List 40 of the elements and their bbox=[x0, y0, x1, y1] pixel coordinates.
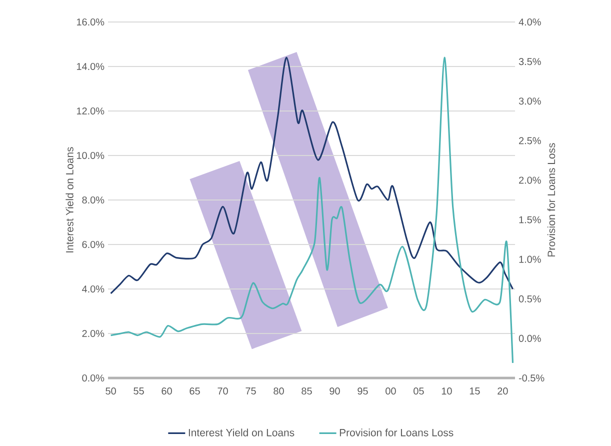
x-tick-label: 00 bbox=[386, 388, 396, 395]
y-axis-title: Interest Yield on Loans bbox=[66, 147, 74, 252]
y2-tick-label: 0.0% bbox=[518, 334, 541, 342]
y2-tick-label: 3.5% bbox=[518, 58, 541, 66]
y-tick-label: 16.0% bbox=[77, 18, 104, 26]
y2-tick-label: 1.5% bbox=[519, 216, 541, 224]
y-tick-label: 4.0% bbox=[82, 285, 104, 293]
x-tick-label: 55 bbox=[134, 387, 144, 394]
x-tick-label: 50 bbox=[106, 388, 116, 395]
x-tick-label: 15 bbox=[470, 387, 480, 394]
line-series bbox=[110, 56, 514, 294]
x-tick-label: 60 bbox=[162, 388, 172, 395]
x-tick-label: 90 bbox=[330, 388, 340, 395]
line-series bbox=[110, 56, 514, 364]
legend-label: Provision for Loans Loss bbox=[340, 428, 454, 436]
y2-tick-label: -0.5% bbox=[518, 374, 544, 382]
x-tick-label: 85 bbox=[302, 388, 312, 395]
legend-label: Interest Yield on Loans bbox=[188, 428, 294, 436]
x-tick-label: 10 bbox=[442, 388, 452, 395]
y2-tick-label: 4.0% bbox=[518, 18, 541, 26]
y2-tick-label: 3.0% bbox=[518, 98, 541, 105]
y-tick-label: 14.0% bbox=[77, 62, 104, 70]
x-tick-label: 95 bbox=[358, 388, 368, 395]
y-tick-label: 0.0% bbox=[82, 374, 104, 382]
y-tick-label: 10.0% bbox=[77, 152, 104, 160]
x-tick-label: 65 bbox=[190, 388, 200, 395]
x-tick-label: 20 bbox=[498, 388, 508, 395]
y2-tick-label: 2.5% bbox=[519, 137, 541, 144]
x-tick-label: 70 bbox=[218, 388, 228, 395]
y-tick-label: 6.0% bbox=[82, 240, 104, 248]
y-tick-label: 12.0% bbox=[77, 107, 104, 115]
y2-tick-label: 1.0% bbox=[519, 256, 541, 263]
x-tick-label: 80 bbox=[274, 388, 284, 395]
y2-axis-title: Provision for Loans Loss bbox=[547, 143, 556, 256]
y2-tick-label: 2.0% bbox=[519, 176, 541, 184]
x-tick-label: 05 bbox=[414, 388, 424, 395]
y2-tick-label: 0.5% bbox=[518, 295, 541, 302]
y-tick-label: 2.0% bbox=[82, 330, 104, 338]
x-tick-label: 75 bbox=[246, 387, 256, 394]
y-tick-label: 8.0% bbox=[82, 196, 104, 204]
